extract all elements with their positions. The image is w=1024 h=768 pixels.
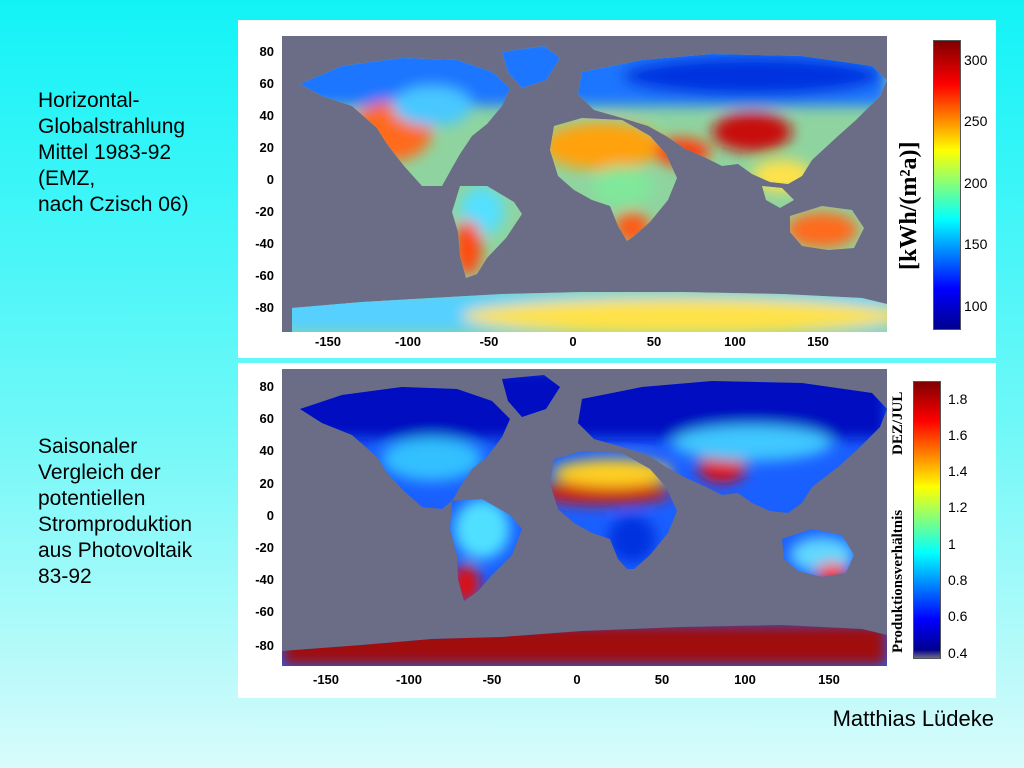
lon-tick: -150 bbox=[314, 334, 342, 349]
lat-tick: -80 bbox=[255, 300, 274, 315]
colorbar-tick: 1.4 bbox=[948, 463, 968, 479]
irradiation-map-panel: 80 60 40 20 0 -20 -40 -60 -80 -150 -100 … bbox=[238, 20, 996, 358]
ratio-label: DEZ/JUL bbox=[890, 391, 906, 455]
author-credit: Matthias Lüdeke bbox=[832, 706, 994, 731]
lat-tick: 40 bbox=[259, 443, 274, 458]
caption-seasonal-comparison: Saisonaler Vergleich der potentiellen St… bbox=[38, 435, 193, 588]
ratio-axis-label: Produktionsverhältnis bbox=[890, 509, 906, 653]
colorbar-tick: 150 bbox=[964, 236, 988, 252]
lon-tick: 150 bbox=[807, 334, 829, 349]
irradiation-colorbar bbox=[933, 40, 961, 330]
lat-tick: 0 bbox=[266, 508, 274, 523]
production-ratio-colorbar bbox=[913, 381, 941, 659]
lon-tick: 100 bbox=[724, 334, 746, 349]
colorbar-tick: 200 bbox=[964, 175, 988, 191]
lat-tick: -40 bbox=[255, 572, 274, 587]
lon-tick: -100 bbox=[394, 334, 422, 349]
colorbar-tick: 0.8 bbox=[948, 572, 968, 588]
lat-tick: -40 bbox=[255, 236, 274, 251]
colorbar-tick: 250 bbox=[964, 113, 988, 129]
lon-tick: 0 bbox=[569, 334, 577, 349]
lon-tick: 0 bbox=[573, 672, 581, 687]
lat-tick: 80 bbox=[259, 379, 274, 394]
lon-tick: 50 bbox=[654, 672, 670, 687]
lat-tick: -80 bbox=[255, 638, 274, 653]
lat-tick: -20 bbox=[255, 204, 274, 219]
irradiation-map-svg bbox=[282, 36, 887, 332]
lat-tick: 0 bbox=[266, 172, 274, 187]
lat-tick: 20 bbox=[259, 476, 274, 491]
colorbar-tick: 0.4 bbox=[948, 645, 968, 661]
colorbar-tick: 1.6 bbox=[948, 427, 968, 443]
irradiation-map bbox=[282, 36, 887, 332]
lat-tick: 60 bbox=[259, 76, 274, 91]
colorbar-tick: 1 bbox=[948, 536, 956, 552]
lat-tick: 60 bbox=[259, 411, 274, 426]
colorbar-tick: 300 bbox=[964, 52, 988, 68]
lat-tick: -20 bbox=[255, 540, 274, 555]
lat-tick: -60 bbox=[255, 268, 274, 283]
lat-tick: 80 bbox=[259, 44, 274, 59]
lat-tick: 20 bbox=[259, 140, 274, 155]
lat-tick: -60 bbox=[255, 604, 274, 619]
production-ratio-map-panel: 80 60 40 20 0 -20 -40 -60 -80 -150 -100 … bbox=[238, 363, 996, 698]
lon-tick: -150 bbox=[312, 672, 340, 687]
lon-tick: -100 bbox=[395, 672, 423, 687]
lat-tick: 40 bbox=[259, 108, 274, 123]
colorbar-tick: 1.2 bbox=[948, 499, 968, 515]
production-ratio-map-svg bbox=[282, 369, 887, 666]
colorbar-tick: 100 bbox=[964, 298, 988, 314]
irradiation-unit-label: [kWh/(m²a)] bbox=[896, 141, 922, 270]
lon-tick: -50 bbox=[482, 672, 502, 687]
lon-tick: 150 bbox=[818, 672, 840, 687]
caption-global-radiation: Horizontal- Globalstrahlung Mittel 1983-… bbox=[38, 89, 189, 216]
production-ratio-map bbox=[282, 369, 887, 666]
colorbar-tick: 0.6 bbox=[948, 608, 968, 624]
lon-tick: 100 bbox=[734, 672, 756, 687]
colorbar-tick: 1.8 bbox=[948, 391, 968, 407]
lon-tick: 50 bbox=[646, 334, 662, 349]
lon-tick: -50 bbox=[479, 334, 499, 349]
